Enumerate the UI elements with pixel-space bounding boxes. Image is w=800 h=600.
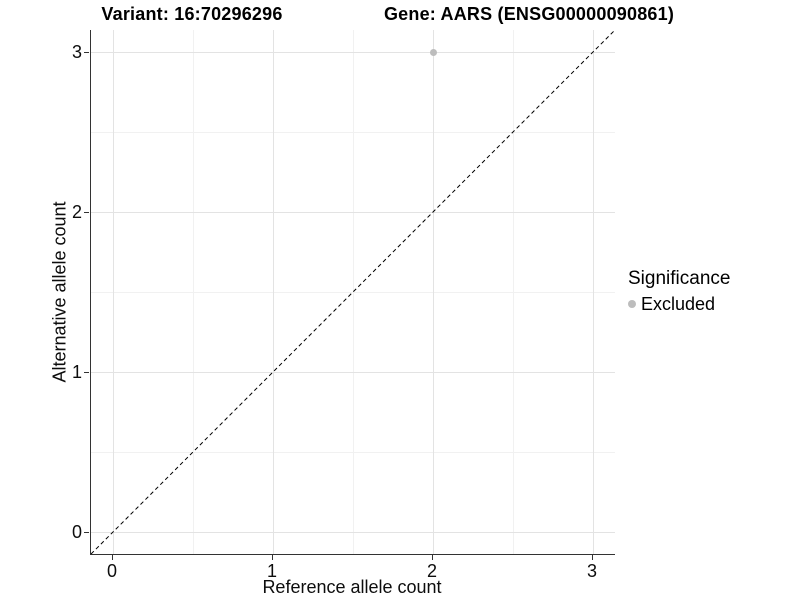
plot-title-variant: Variant: 16:70296296 (101, 4, 283, 24)
legend-item-label: Excluded (641, 294, 716, 314)
x-tick-mark (111, 555, 113, 560)
x-tick-mark (591, 555, 593, 560)
y-tick-mark (84, 371, 89, 373)
diagonal-reference-line (90, 29, 616, 555)
legend-item: Excluded (628, 293, 730, 315)
major-gridline (91, 531, 615, 533)
major-gridline (91, 211, 615, 213)
major-gridline (112, 30, 114, 554)
y-axis-title: Alternative allele count (49, 201, 70, 383)
legend-point-icon (628, 300, 636, 308)
x-tick-label: 1 (266, 561, 278, 581)
major-gridline (592, 30, 594, 554)
minor-gridline (91, 131, 615, 133)
x-tick-mark (271, 555, 273, 560)
plot-panel (90, 29, 616, 555)
legend-items: Excluded (628, 293, 730, 315)
y-tick-mark (84, 51, 89, 53)
minor-gridline (91, 451, 615, 453)
legend: Significance Excluded (628, 267, 730, 315)
y-tick-mark (84, 531, 89, 533)
major-gridline (272, 30, 274, 554)
x-axis-title: Reference allele count (262, 577, 442, 597)
y-tick-label: 0 (71, 522, 82, 542)
legend-title: Significance (628, 268, 731, 289)
x-tick-label: 3 (586, 561, 598, 581)
major-gridline (91, 51, 615, 53)
x-tick-label: 2 (426, 561, 438, 581)
plot-title-gene: Gene: AARS (ENSG00000090861) (383, 4, 675, 24)
y-tick-label: 2 (71, 202, 82, 222)
x-tick-label: 0 (106, 561, 118, 581)
minor-gridline (91, 291, 615, 293)
x-tick-mark (431, 555, 433, 560)
y-tick-mark (84, 211, 89, 213)
y-tick-label: 3 (71, 42, 82, 62)
major-gridline (432, 30, 434, 554)
data-point (429, 48, 437, 56)
major-gridline (91, 371, 615, 373)
y-tick-label: 1 (71, 362, 82, 382)
